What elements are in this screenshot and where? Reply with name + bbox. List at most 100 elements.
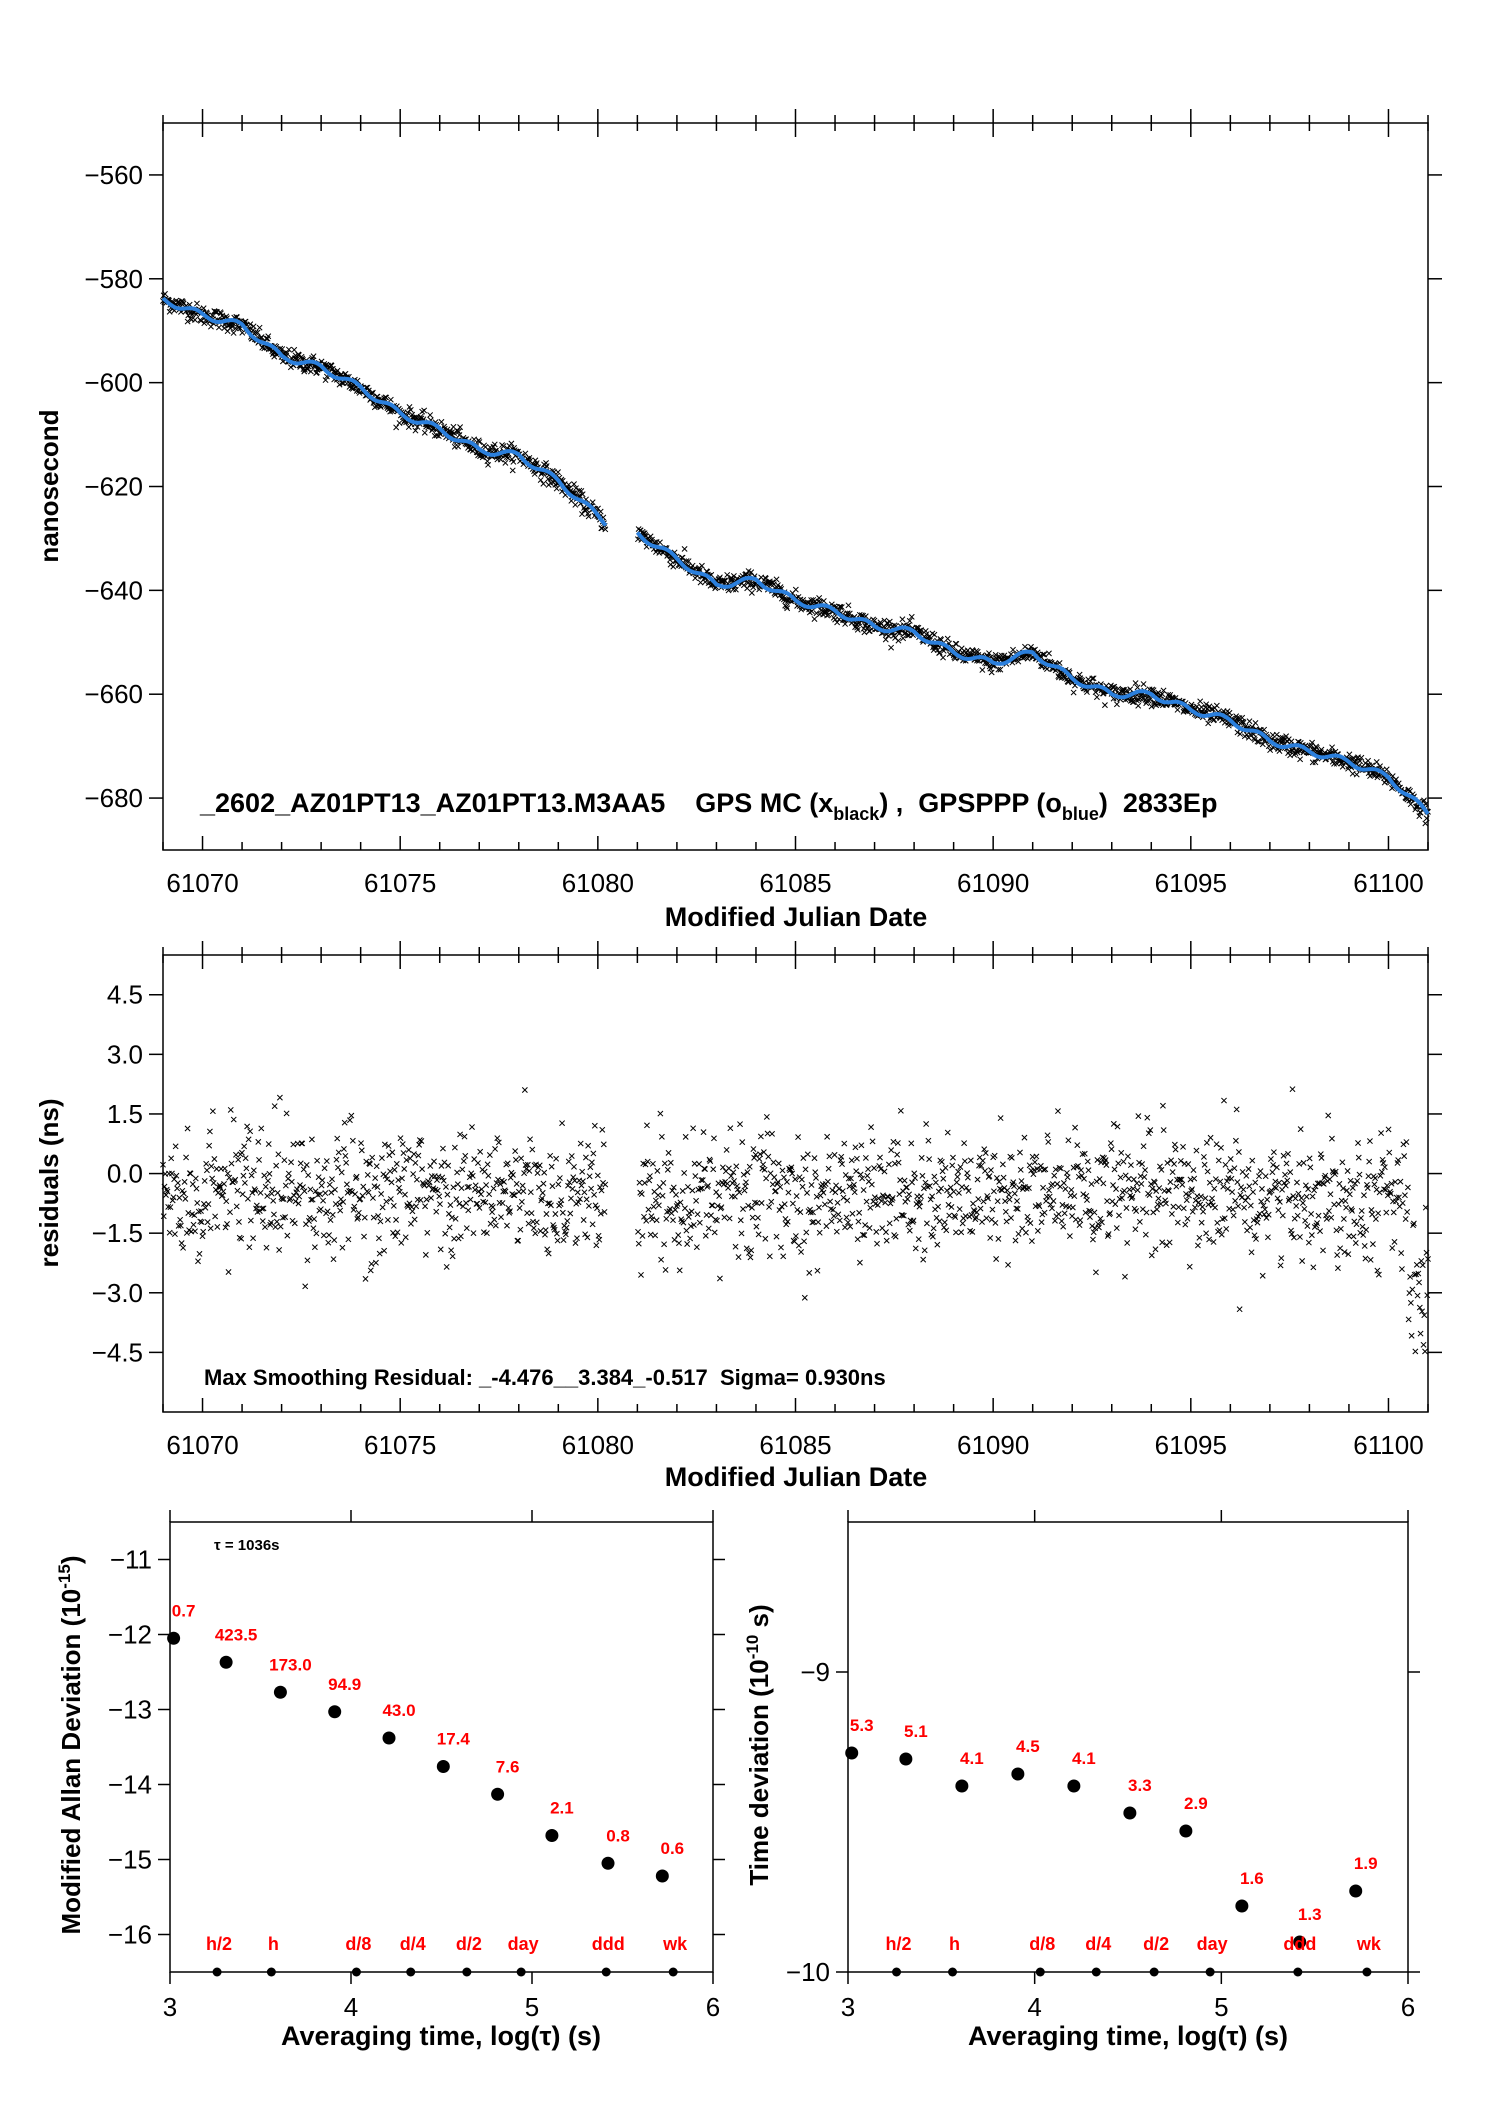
residual-point xyxy=(1275,1207,1282,1214)
residual-point xyxy=(526,1167,533,1174)
residual-point xyxy=(376,1250,383,1257)
residual-point xyxy=(1233,1106,1240,1113)
residual-point xyxy=(853,1155,860,1162)
residual-point xyxy=(778,1244,784,1251)
residual-point xyxy=(762,1235,769,1242)
y-tick-label: −10 xyxy=(786,1957,830,1987)
residual-point xyxy=(702,1232,709,1239)
residual-point xyxy=(318,1182,325,1189)
residual-point xyxy=(164,1188,171,1195)
residual-point xyxy=(676,1267,683,1274)
tdev-point-label: 1.9 xyxy=(1354,1854,1378,1873)
residual-point xyxy=(292,1198,299,1205)
residual-point xyxy=(1041,1209,1048,1216)
residual-point xyxy=(1345,1251,1352,1258)
residual-point xyxy=(584,1234,591,1241)
mdev-point-label: 173.0 xyxy=(269,1655,312,1674)
residual-point xyxy=(367,1161,373,1168)
residual-point xyxy=(291,1220,298,1227)
residual-point xyxy=(1380,1160,1387,1166)
residual-point xyxy=(1419,1308,1425,1315)
residual-point xyxy=(495,1176,502,1183)
residual-point xyxy=(1110,1182,1117,1189)
residual-point xyxy=(845,1219,851,1226)
residual-point xyxy=(849,1210,856,1217)
residual-point xyxy=(700,1129,707,1136)
residual-point xyxy=(597,1184,604,1191)
point xyxy=(724,571,731,578)
mdev-tau-marker-label: d/2 xyxy=(456,1934,482,1954)
residual-point xyxy=(792,1176,799,1183)
residual-point xyxy=(748,1204,755,1211)
residual-point xyxy=(831,1151,838,1158)
residual-point xyxy=(581,1189,588,1196)
residual-point xyxy=(663,1215,670,1222)
residual-point xyxy=(1207,1134,1214,1141)
residual-point xyxy=(1392,1179,1399,1185)
residual-point xyxy=(1234,1179,1241,1186)
residual-point xyxy=(403,1157,410,1164)
residual-point xyxy=(222,1224,229,1231)
residual-point xyxy=(1315,1212,1322,1219)
residual-point xyxy=(1081,1175,1087,1182)
residual-point xyxy=(1196,1234,1203,1241)
y-tick-label: 1.5 xyxy=(107,1099,143,1129)
residual-point xyxy=(852,1144,859,1151)
residual-point xyxy=(512,1148,519,1155)
point xyxy=(804,599,811,606)
residual-point xyxy=(393,1216,399,1223)
tdev-tau-marker xyxy=(892,1967,902,1977)
residual-point xyxy=(183,1154,190,1161)
mdev-point xyxy=(328,1705,342,1719)
residual-point xyxy=(521,1170,528,1177)
offset-x-axis-title: Modified Julian Date xyxy=(665,902,928,932)
residual-point xyxy=(477,1191,484,1198)
residual-point xyxy=(681,1205,688,1212)
mdev-point-label: 7.6 xyxy=(496,1757,520,1776)
point xyxy=(1329,744,1336,751)
residual-point xyxy=(699,1185,706,1192)
residual-point xyxy=(326,1181,333,1188)
residual-point xyxy=(705,1182,711,1189)
residual-point xyxy=(413,1176,420,1183)
point xyxy=(1174,706,1181,713)
residual-point xyxy=(1276,1198,1283,1205)
residual-point xyxy=(930,1225,937,1232)
y-tick-label: −660 xyxy=(84,679,143,709)
residual-point xyxy=(476,1204,483,1211)
residual-point xyxy=(1115,1160,1122,1167)
residual-point xyxy=(1258,1198,1265,1205)
tdev-tau-marker-label: h xyxy=(949,1934,960,1954)
residual-point xyxy=(732,1243,739,1250)
residual-point xyxy=(713,1189,720,1196)
residual-point xyxy=(1224,1185,1231,1192)
residual-point xyxy=(564,1217,571,1224)
residual-point xyxy=(355,1214,362,1221)
residual-point xyxy=(397,1135,404,1142)
point xyxy=(212,308,218,315)
residual-point xyxy=(417,1197,424,1204)
residual-point xyxy=(333,1156,340,1163)
residual-point xyxy=(812,1169,819,1176)
residual-point xyxy=(323,1158,330,1165)
y-tick-label: −680 xyxy=(84,783,143,813)
residual-point xyxy=(1157,1163,1163,1170)
residual-point xyxy=(533,1219,540,1226)
residual-point xyxy=(1111,1166,1118,1173)
residual-point xyxy=(1270,1149,1277,1156)
point xyxy=(573,485,579,492)
point xyxy=(845,602,852,609)
residual-point xyxy=(198,1208,204,1215)
residual-point xyxy=(518,1155,525,1162)
point xyxy=(509,467,516,474)
residual-point xyxy=(991,1152,998,1159)
residual-point xyxy=(740,1206,746,1212)
residual-point xyxy=(850,1181,857,1188)
residual-point xyxy=(494,1135,501,1142)
residual-point xyxy=(490,1185,497,1192)
point xyxy=(816,595,823,601)
residual-point xyxy=(435,1173,442,1180)
residual-point xyxy=(565,1158,572,1165)
residual-point xyxy=(931,1173,938,1180)
residual-point xyxy=(427,1163,434,1169)
